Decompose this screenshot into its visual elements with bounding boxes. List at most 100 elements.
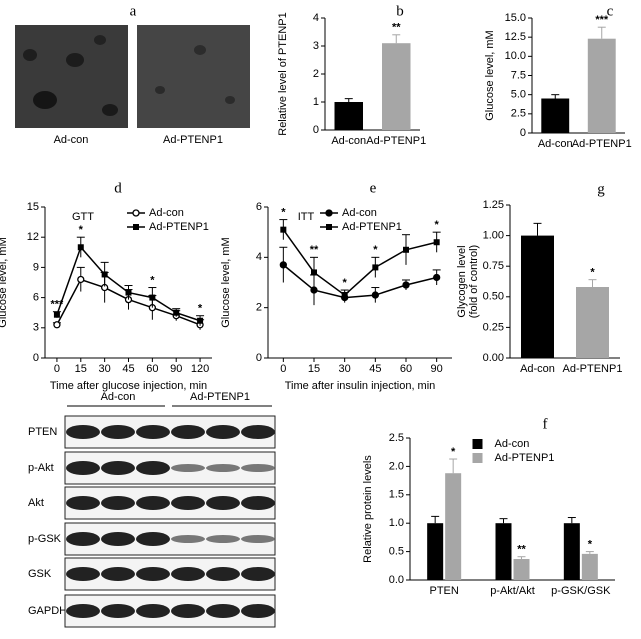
significance: * [343,277,348,289]
x-axis-label: Time after glucose injection, min [50,380,207,392]
y-tick-label: 2 [313,68,319,80]
legend-swatch [472,439,483,449]
blot-band [101,496,135,510]
bar [521,235,554,358]
blot-band [241,535,275,543]
blot-row-label: GAPDH [28,605,67,617]
y-tick-label: 6 [256,201,262,213]
bar [382,43,411,131]
x-tick-label: p-GSK/GSK [551,585,611,597]
blot-band [206,425,240,439]
y-tick-label: 2.5 [389,432,404,444]
y-tick-label: 12.5 [505,31,526,43]
x-tick-label: 90 [170,363,182,375]
y-tick-label: 1 [313,96,319,108]
legend-marker [326,224,332,230]
bar [576,287,609,358]
y-tick-label: 3 [313,40,319,52]
micrograph [15,25,250,128]
y-axis-label: Glucose level, mM [220,237,232,327]
y-tick-label: 6 [33,292,39,304]
blot-band [101,425,135,439]
y-tick-label: 0 [313,124,319,136]
blot-band [66,567,100,581]
marker [310,286,318,294]
blot-band [136,604,170,618]
marker [403,246,409,253]
significance: * [79,224,84,236]
blot-group: Ad-con [101,391,136,403]
marker [173,309,180,316]
legend-label: Ad-con [342,207,377,219]
significance: * [150,274,155,286]
y-axis-label: Glucose level, mM [484,30,496,120]
y-tick-label: 0.0 [389,574,404,586]
marker [149,294,156,301]
blot-band [136,461,170,475]
blot-band [66,604,100,618]
legend-marker [133,224,139,230]
chart-title: GTT [72,211,94,223]
blot-band [241,496,275,510]
marker [125,289,132,296]
blot-band [66,425,100,439]
legend-label: Ad-con [149,207,184,219]
bar [513,558,530,580]
line [282,264,437,299]
image-label: Ad-con [54,134,89,146]
chart-title: ITT [298,211,315,223]
y-tick-label: 0.00 [483,352,504,364]
blot-band [206,604,240,618]
y-axis-label: Relative protein levels [362,455,374,563]
y-tick-label: 10.0 [505,50,526,62]
y-tick-label: 1.0 [389,517,404,529]
marker [77,275,85,284]
blot-row-label: Akt [28,497,44,509]
legend-swatch [472,453,483,463]
x-tick-label: 45 [369,363,381,375]
blot-band [241,425,275,439]
significance: * [435,219,440,231]
significance: * [281,206,286,218]
x-tick-label: Ad-con [331,135,366,147]
significance: * [198,303,203,315]
marker [101,271,108,278]
marker [372,264,379,271]
blot-band [136,496,170,510]
y-axis-label: Relative level of PTENP1 [277,12,289,136]
y-tick-label: 1.00 [483,230,504,242]
x-tick-label: 120 [191,363,209,375]
blot-group: Ad-PTENP1 [190,391,250,403]
y-tick-label: 1.25 [483,199,504,211]
x-tick-label: 60 [400,363,412,375]
blot-band [171,567,205,581]
blot-row-label: p-Akt [28,462,54,474]
y-tick-label: 0.50 [483,291,504,303]
x-tick-label: Ad-PTENP1 [366,135,426,147]
panel-letter: a [130,3,137,19]
y-tick-label: 4 [313,12,319,24]
bar [563,523,580,580]
legend-label: Ad-con [495,438,530,450]
panel-letter: d [114,180,122,196]
blot-band [171,535,205,543]
y-tick-label: 2.0 [389,460,404,472]
x-tick-label: Ad-PTENP1 [563,363,623,375]
marker [402,281,410,289]
bar [495,523,512,580]
blot-band [66,496,100,510]
y-tick-label: 0 [33,352,39,364]
legend-label: Ad-PTENP1 [342,221,402,233]
y-tick-label: 4 [256,251,262,263]
x-tick-label: 45 [122,363,134,375]
y-tick-label: 7.5 [511,69,526,81]
legend-label: Ad-PTENP1 [495,452,555,464]
blot-band [171,464,205,472]
marker [371,291,379,299]
legend-marker [325,209,333,217]
x-tick-label: Ad-con [538,138,573,150]
blot-row-label: PTEN [28,426,57,438]
y-tick-label: 2.5 [511,108,526,120]
marker [53,311,60,318]
marker [433,239,440,246]
